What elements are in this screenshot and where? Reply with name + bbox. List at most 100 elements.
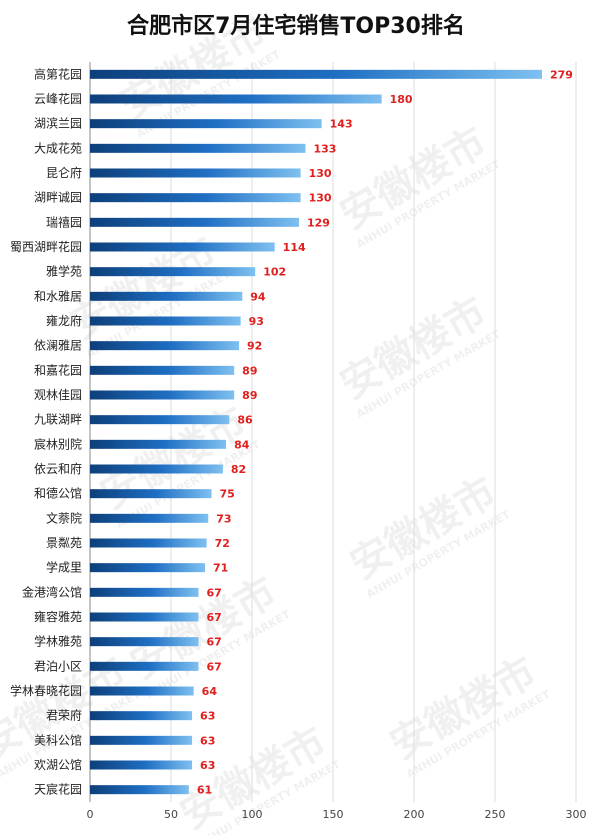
category-label: 云峰花园 [34,91,82,106]
value-label: 180 [390,93,413,106]
value-label: 102 [263,266,286,279]
x-tick-label: 0 [87,808,94,821]
category-label: 蜀西湖畔花园 [10,239,82,254]
category-label: 观林佳园 [34,388,82,402]
bar [90,119,322,129]
value-label: 130 [309,192,332,205]
bar [90,785,189,795]
bar [90,612,199,622]
bar [90,168,301,178]
bar [90,415,230,425]
category-label: 文萘院 [46,510,82,525]
value-label: 114 [283,241,306,254]
bar [90,94,382,104]
category-label: 景粼苑 [46,535,82,550]
bar [90,341,240,351]
value-label: 67 [207,586,222,599]
value-label: 71 [213,562,228,575]
bar [90,439,227,449]
bar [90,267,256,277]
category-label: 依云和府 [34,461,82,476]
value-label: 67 [207,611,222,624]
bar [90,563,206,573]
bar [90,711,193,721]
category-label: 宸林别院 [34,436,82,451]
category-label: 湖畔诚园 [34,190,82,205]
category-label: 和水雅居 [34,288,82,303]
bar [90,193,301,203]
bar [90,760,193,770]
value-label: 75 [220,488,235,501]
bar [90,513,209,523]
x-tick-label: 100 [242,808,263,821]
category-label: 依澜雅居 [34,338,82,353]
category-label: 九联湖畔 [34,412,82,427]
category-label: 君荣府 [46,708,82,723]
category-label: 高第花园 [34,66,82,81]
value-label: 143 [330,118,353,131]
value-label: 130 [309,167,332,180]
bar [90,217,299,227]
bar [90,316,241,326]
value-label: 63 [200,734,215,747]
value-label: 82 [231,463,246,476]
x-tick-label: 50 [164,808,178,821]
category-label: 瑞禧园 [46,215,82,229]
category-label: 天宸花园 [34,782,82,797]
category-label: 昆仑府 [46,165,82,180]
value-label: 89 [242,389,257,402]
value-label: 64 [202,685,218,698]
bar [90,390,235,400]
value-label: 63 [200,710,215,723]
value-label: 92 [247,340,262,353]
category-labels: 高第花园云峰花园湖滨兰园大成花苑昆仑府湖畔诚园瑞禧园蜀西湖畔花园雅学苑和水雅居雍… [10,66,82,796]
category-label: 大成花苑 [34,140,82,155]
bar [90,587,199,597]
category-label: 雍龙府 [46,313,82,328]
category-label: 雍容雅苑 [34,609,82,624]
category-label: 君泊小区 [34,659,82,673]
category-label: 学成里 [46,560,82,575]
value-label: 129 [307,216,330,229]
value-label: 73 [216,512,231,525]
bar [90,291,243,301]
category-label: 雅学苑 [46,264,82,279]
x-tick-label: 300 [566,808,587,821]
bar [90,69,542,79]
category-label: 美科公馆 [34,732,82,747]
value-label: 94 [250,290,266,303]
bars [90,69,542,795]
value-label: 133 [313,142,336,155]
bar [90,489,212,499]
bar [90,143,306,153]
bar [90,242,275,252]
category-label: 和嘉花园 [34,362,82,377]
value-label: 61 [197,784,212,797]
x-axis-ticks: 0 50 100 150 200 250 300 [87,808,587,821]
value-label: 67 [207,636,222,649]
bar [90,735,193,745]
x-tick-label: 150 [323,808,344,821]
value-label: 93 [249,315,264,328]
value-label: 63 [200,759,215,772]
category-label: 学林雅苑 [34,634,82,649]
value-label: 279 [550,68,573,81]
bar [90,637,199,647]
value-label: 89 [242,364,257,377]
bar [90,365,235,375]
x-tick-label: 250 [485,808,506,821]
bar [90,464,223,474]
value-label: 84 [234,438,250,451]
category-label: 湖滨兰园 [34,116,82,131]
category-label: 学林春晓花园 [10,683,82,698]
category-label: 和德公馆 [34,486,82,501]
gridlines [89,62,577,802]
